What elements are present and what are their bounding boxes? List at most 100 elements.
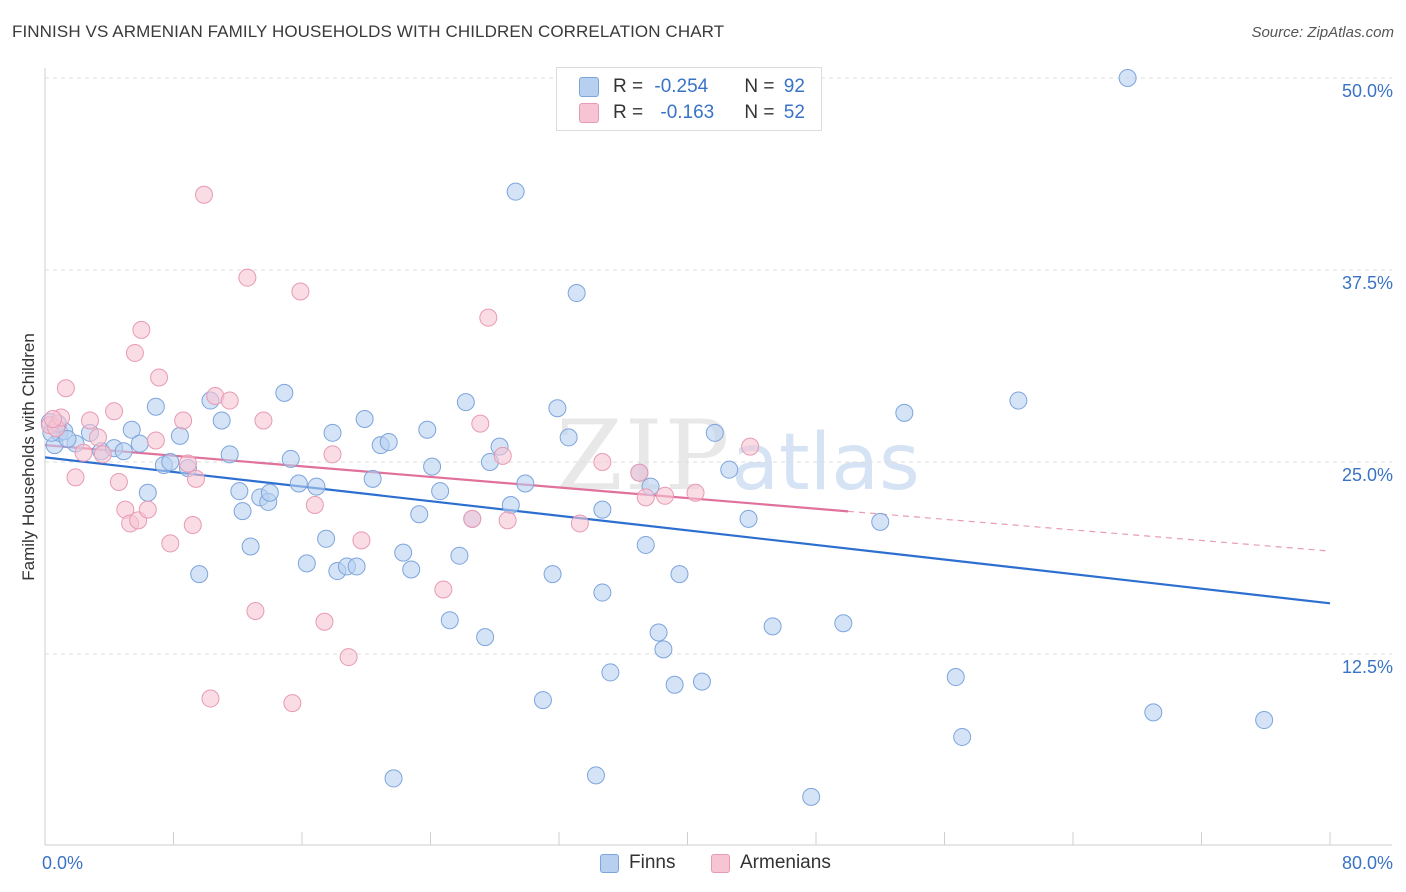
finns-point bbox=[130, 434, 149, 453]
armenians-point bbox=[305, 496, 324, 515]
finns-point bbox=[506, 182, 525, 201]
finns-n-value: 92 bbox=[783, 76, 805, 97]
armenians-point bbox=[498, 511, 517, 530]
finns-point bbox=[220, 445, 239, 464]
finns-r-value: -0.254 bbox=[654, 76, 709, 97]
armenians-points bbox=[40, 185, 760, 713]
finns-point bbox=[363, 469, 382, 488]
finns-point bbox=[440, 611, 459, 630]
armenians-point bbox=[220, 391, 239, 410]
armenians-point bbox=[80, 411, 99, 430]
finns-point bbox=[665, 675, 684, 694]
finns-point bbox=[739, 509, 758, 528]
y-tick-label: 50.0% bbox=[1342, 81, 1393, 101]
finns-point bbox=[402, 560, 421, 579]
finns-point bbox=[241, 537, 260, 556]
armenians-point bbox=[741, 437, 760, 456]
armenians-point bbox=[146, 431, 165, 450]
armenians-point bbox=[352, 531, 371, 550]
armenians-point bbox=[201, 689, 220, 708]
finns-point bbox=[1118, 69, 1137, 87]
finns-point bbox=[190, 565, 209, 584]
armenians-trend-extension bbox=[848, 510, 1331, 552]
finns-point bbox=[543, 565, 562, 584]
trend-lines bbox=[44, 444, 1331, 605]
armenians-r-value: -0.163 bbox=[660, 102, 715, 123]
finns-point bbox=[895, 403, 914, 422]
finns-point bbox=[692, 672, 711, 691]
finns-r-label: R = bbox=[613, 76, 649, 97]
finns-point bbox=[601, 663, 620, 682]
armenians-point bbox=[174, 411, 193, 430]
source-label: Source: ZipAtlas.com bbox=[1251, 24, 1394, 41]
armenians-point bbox=[132, 320, 151, 339]
finns-point bbox=[501, 496, 520, 515]
armenians-point bbox=[178, 454, 197, 473]
finns-point bbox=[1009, 391, 1028, 410]
armenians-point bbox=[570, 514, 589, 533]
finns-point bbox=[593, 583, 612, 602]
armenians-point bbox=[150, 368, 169, 387]
chart-title: FINNISH VS ARMENIAN FAMILY HOUSEHOLDS WI… bbox=[12, 22, 725, 41]
finns-point bbox=[58, 429, 77, 448]
finns-point bbox=[317, 529, 336, 548]
legend-item-armenians[interactable]: Armenians bbox=[711, 852, 831, 874]
axis-labels: 12.5% 25.0% 37.5% 50.0% 0.0% 80.0% Family Hous… bbox=[19, 81, 1393, 873]
finns-legend-swatch bbox=[600, 853, 619, 873]
armenians-point bbox=[161, 534, 180, 553]
finns-point bbox=[763, 617, 782, 636]
finns-point bbox=[705, 423, 724, 442]
finns-point bbox=[260, 483, 279, 502]
finns-swatch bbox=[579, 77, 599, 97]
armenians-point bbox=[138, 500, 157, 519]
finns-point bbox=[170, 426, 189, 445]
armenians-point bbox=[105, 402, 124, 421]
finns-point bbox=[297, 554, 316, 573]
armenians-point bbox=[434, 580, 453, 599]
armenians-point bbox=[56, 379, 75, 398]
finns-point bbox=[1255, 711, 1274, 730]
armenians-point bbox=[44, 409, 63, 428]
legend-item-finns[interactable]: Finns bbox=[600, 852, 675, 874]
finns-point bbox=[548, 399, 567, 418]
armenians-trend-line bbox=[44, 444, 849, 513]
armenians-point bbox=[593, 453, 612, 471]
armenians-point bbox=[630, 463, 649, 482]
stats-row-armenians: R = -0.163 N = 52 bbox=[579, 102, 805, 124]
finns-n-label: N = bbox=[744, 76, 780, 97]
armenians-point bbox=[66, 468, 85, 487]
armenians-point bbox=[323, 445, 342, 464]
finns-point bbox=[114, 442, 133, 461]
finns-point bbox=[533, 691, 552, 710]
finns-point bbox=[1144, 703, 1163, 722]
finns-point bbox=[418, 420, 437, 439]
finns-point bbox=[450, 546, 469, 565]
y-axis-title: Family Households with Children bbox=[19, 333, 38, 581]
armenians-point bbox=[339, 648, 358, 667]
armenians-point bbox=[246, 601, 265, 620]
armenians-point bbox=[291, 282, 310, 301]
armenians-point bbox=[493, 446, 512, 465]
finns-point bbox=[307, 477, 326, 496]
armenians-point bbox=[315, 612, 334, 631]
finns-point bbox=[593, 500, 612, 519]
y-tick-label: 37.5% bbox=[1342, 273, 1393, 293]
armenians-point bbox=[74, 443, 93, 462]
finns-point bbox=[323, 423, 342, 442]
finns-point bbox=[834, 614, 853, 633]
finns-point bbox=[720, 460, 739, 479]
finns-point bbox=[423, 457, 442, 476]
finns-point bbox=[212, 411, 231, 430]
finns-point bbox=[654, 640, 673, 659]
finns-point bbox=[410, 505, 429, 524]
x-tick-label-left: 0.0% bbox=[42, 853, 83, 873]
finns-point bbox=[670, 565, 689, 584]
finns-point bbox=[559, 428, 578, 447]
armenians-point bbox=[463, 509, 482, 528]
finns-point bbox=[802, 787, 821, 806]
x-tick-label-right: 80.0% bbox=[1342, 853, 1393, 873]
finns-point bbox=[138, 483, 157, 502]
finns-point bbox=[281, 449, 300, 468]
finns-point bbox=[347, 557, 366, 576]
armenians-legend-swatch bbox=[711, 853, 730, 873]
